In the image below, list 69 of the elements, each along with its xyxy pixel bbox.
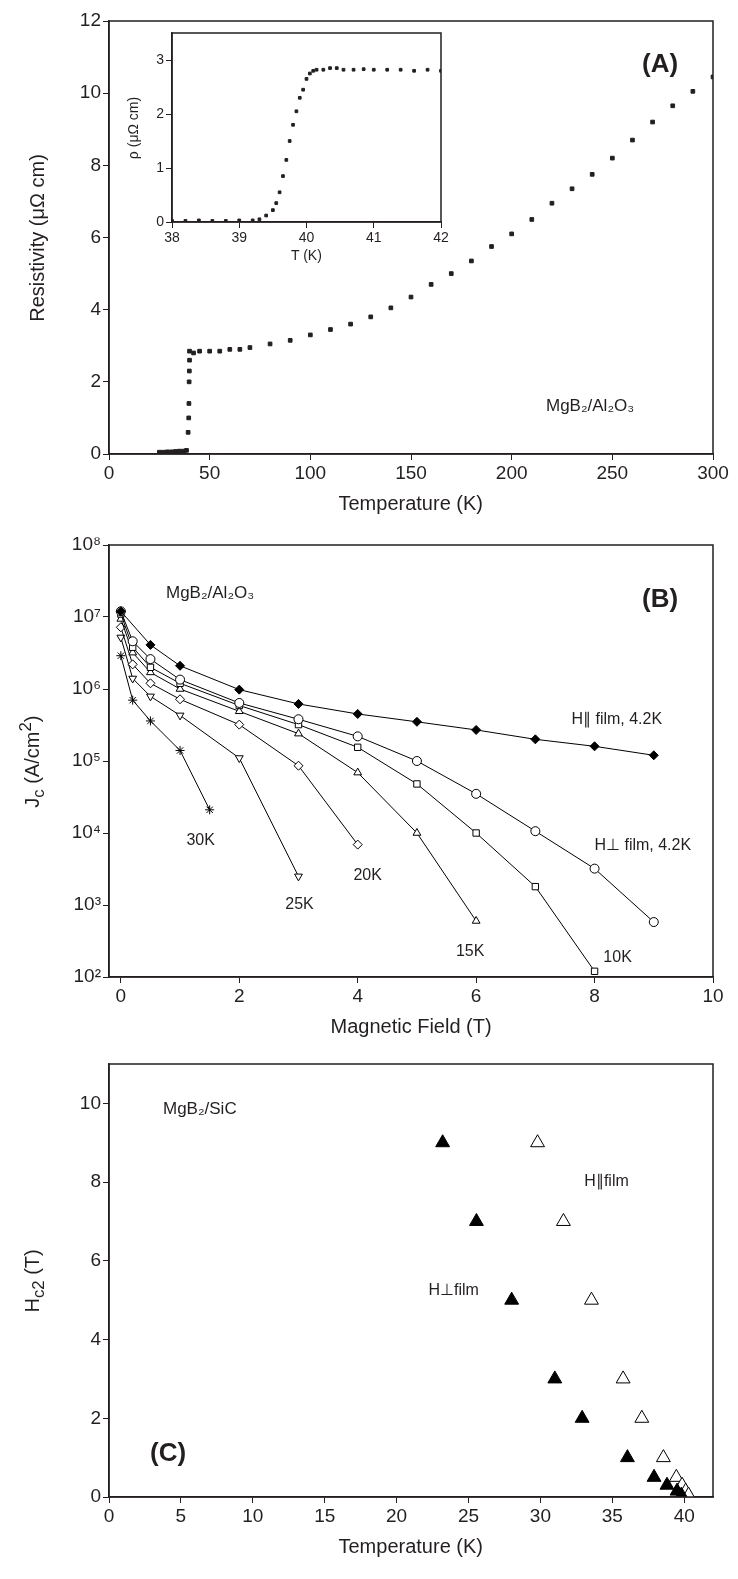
x-tick-label: 0: [115, 984, 127, 1006]
x-tick-label: 39: [231, 229, 248, 246]
x-tick-label: 40: [298, 229, 315, 246]
y-tick-label: 10: [79, 1091, 101, 1113]
y-tick-label: 2: [156, 104, 165, 121]
y-tick-label: 6: [90, 1249, 101, 1271]
x-tick-label: 6: [470, 984, 482, 1006]
x-tick-label: 150: [395, 461, 427, 483]
y-tick-label: 0: [90, 442, 101, 464]
y-tick-label: 4: [90, 297, 102, 319]
x-tick-label: 4: [352, 984, 364, 1006]
annotation: MgB₂/Al₂O₃: [166, 582, 255, 602]
y-tick-label: 10⁵: [71, 749, 101, 771]
series-label: 20K: [353, 866, 383, 884]
annotation: MgB₂/Al₂O₃: [546, 395, 635, 415]
y-tick-label: 10⁴: [71, 821, 101, 843]
y-tick-label: 2: [90, 370, 101, 392]
x-tick-label: 100: [294, 461, 327, 483]
y-tick-label: 8: [90, 1170, 101, 1192]
x-tick-label: 15: [314, 1504, 336, 1526]
x-tick-label: 10: [242, 1504, 264, 1526]
series-label: 10K: [603, 947, 633, 965]
series-label: H⊥ film, 4.2K: [594, 836, 692, 854]
y-tick-label: 10⁸: [71, 533, 101, 555]
x-tick-label: 42: [433, 229, 449, 246]
y-tick-label: 4: [90, 1327, 102, 1349]
annotation: (B): [642, 583, 679, 613]
series-label: 15K: [455, 942, 485, 960]
y-tick-label: 0: [90, 1485, 101, 1507]
y-tick-label: 2: [90, 1406, 101, 1428]
x-tick-label: 38: [164, 229, 180, 246]
series-label: 25K: [285, 894, 315, 912]
x-tick-label: 50: [199, 461, 221, 483]
y-tick-label: 10⁶: [72, 677, 101, 699]
y-axis-title: ρ (μΩ cm): [125, 96, 142, 159]
annotation: MgB₂/SiC: [163, 1098, 237, 1118]
y-tick-label: 8: [90, 153, 101, 175]
y-tick-label: 12: [79, 9, 101, 31]
x-axis-title: Magnetic Field (T): [330, 1015, 492, 1037]
x-tick-label: 200: [495, 461, 528, 483]
y-tick-label: 10⁷: [72, 605, 102, 627]
x-tick-label: 8: [589, 984, 600, 1006]
y-tick-label: 1: [156, 158, 165, 175]
x-axis-title: T (K): [291, 247, 322, 263]
y-tick-label: 10³: [73, 893, 101, 915]
series-label: H⊥film: [428, 1280, 479, 1298]
x-tick-label: 5: [175, 1504, 187, 1526]
y-tick-label: 10²: [73, 965, 101, 987]
x-tick-label: 300: [697, 461, 729, 483]
x-tick-label: 20: [386, 1504, 408, 1526]
annotation: (A): [642, 48, 679, 78]
x-tick-label: 2: [233, 984, 245, 1006]
x-tick-label: 10: [702, 984, 724, 1006]
series-label: H∥ film, 4.2K: [571, 709, 663, 728]
x-tick-label: 30: [529, 1504, 551, 1526]
x-axis-title: Temperature (K): [338, 1535, 483, 1557]
x-tick-label: 35: [601, 1504, 623, 1526]
x-tick-label: 40: [673, 1504, 695, 1526]
x-tick-label: 41: [365, 229, 382, 246]
text: H∥film: [584, 1172, 629, 1191]
x-axis-title: Temperature (K): [338, 492, 483, 514]
y-tick-label: 0: [156, 212, 165, 229]
x-tick-label: 25: [457, 1504, 480, 1526]
y-tick-label: 3: [156, 50, 165, 67]
annotation: (C): [150, 1437, 187, 1467]
y-axis-title: Resistivity (μΩ cm): [25, 153, 48, 322]
x-tick-label: 250: [596, 461, 629, 483]
y-tick-label: 10: [79, 81, 101, 103]
series-label: 30K: [186, 831, 216, 849]
